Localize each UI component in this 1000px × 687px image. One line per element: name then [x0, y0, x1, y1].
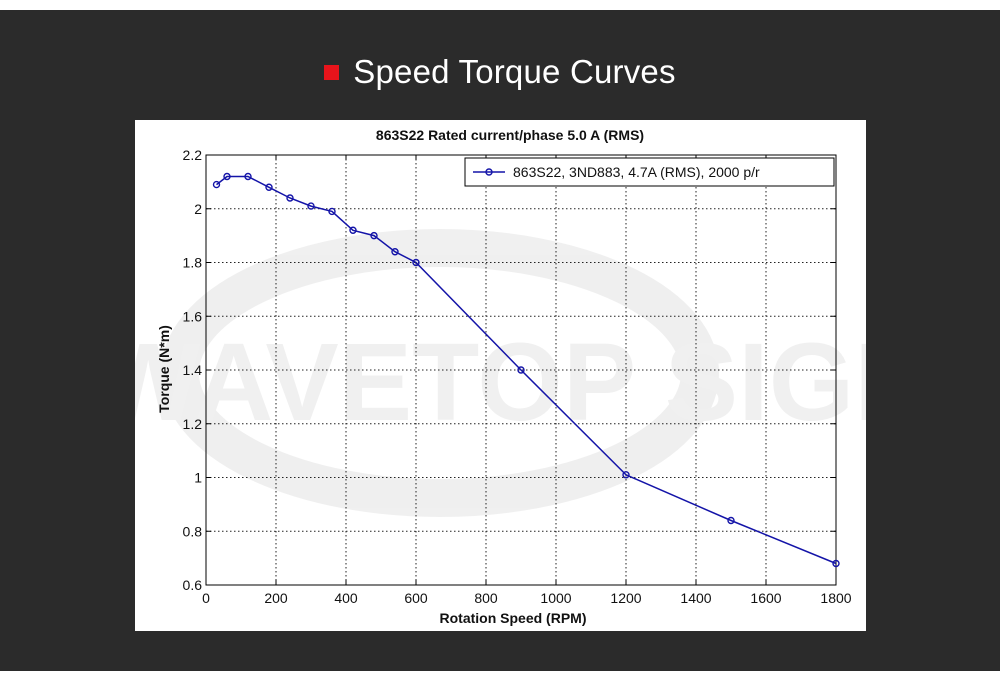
x-tick-label: 1400 [680, 590, 711, 606]
y-tick-label: 1 [194, 470, 202, 486]
data-point-marker [727, 516, 735, 525]
y-tick-label: 0.6 [183, 577, 203, 593]
data-point-marker [286, 194, 294, 202]
y-tick-label: 2.2 [183, 147, 203, 163]
x-tick-label: 0 [202, 590, 210, 606]
x-tick-label: 400 [334, 590, 358, 606]
y-tick-label: 1.8 [183, 255, 203, 271]
data-point-marker [328, 207, 336, 216]
data-point-marker [223, 172, 231, 181]
data-point-marker [622, 471, 630, 479]
x-tick-label: 1200 [610, 590, 641, 606]
red-square-bullet-icon [324, 64, 340, 80]
data-point-marker [832, 559, 840, 568]
page-title: Speed Torque Curves [353, 53, 676, 90]
y-tick-label: 1.2 [183, 416, 203, 432]
data-point-marker [349, 226, 357, 234]
data-point-marker [212, 180, 221, 189]
page-heading: Speed Torque Curves [0, 50, 1000, 94]
x-tick-label: 800 [474, 590, 498, 606]
y-tick-label: 1.6 [183, 308, 203, 324]
watermark-text: WAVETOP SIGN [135, 321, 866, 444]
data-point-marker [244, 172, 252, 181]
data-point-marker [265, 183, 273, 191]
y-tick-label: 2 [194, 201, 202, 217]
speed-torque-chart: WAVETOP SIGN 0 200 400 600 800 1000 1200 1400 16… [135, 127, 866, 626]
data-point-marker [370, 231, 378, 240]
data-point-marker [391, 248, 399, 256]
data-point-marker [517, 366, 525, 374]
y-tick-label: 0.8 [183, 523, 203, 539]
x-tick-label: 200 [264, 590, 288, 606]
legend-marker [485, 168, 493, 176]
y-tick-label: 1.4 [183, 362, 203, 378]
x-axis-label: Rotation Speed (RPM) [440, 610, 587, 626]
x-tick-label: 1000 [540, 590, 571, 606]
x-tick-label: 600 [404, 590, 428, 606]
data-point-marker [412, 258, 420, 267]
data-point-marker [307, 202, 315, 210]
legend-label: 863S22, 3ND883, 4.7A (RMS), 2000 p/r [513, 164, 760, 180]
legend: 863S22, 3ND883, 4.7A (RMS), 2000 p/r [464, 157, 835, 187]
chart-panel: WAVETOP SIGN 0 200 400 600 800 1000 1200 1400 16… [135, 120, 866, 631]
y-axis-label: Torque (N*m) [156, 325, 172, 413]
series-line [216, 175, 837, 565]
chart-title: 863S22 Rated current/phase 5.0 A (RMS) [376, 127, 644, 143]
watermark: WAVETOP SIGN [135, 229, 866, 517]
legend-box [464, 157, 835, 187]
x-tick-label: 1600 [750, 590, 781, 606]
x-tick-label: 1800 [820, 590, 851, 606]
